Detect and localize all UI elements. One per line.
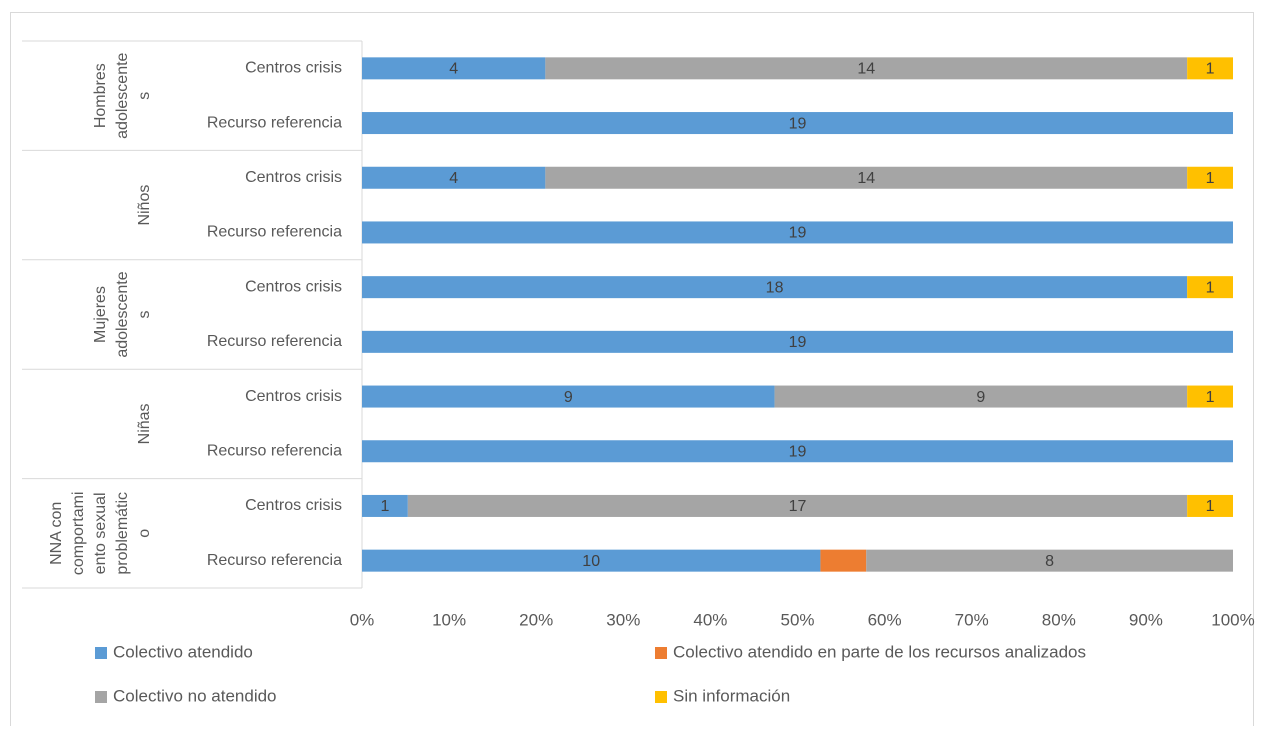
data-label: 19: [789, 443, 807, 460]
data-label: 9: [564, 389, 573, 406]
y-tick-label: Recurso referencia: [207, 224, 342, 241]
legend-label: Sin información: [673, 686, 790, 705]
bar-segment: [407, 494, 1188, 517]
data-label: 19: [789, 115, 807, 132]
data-label: 1: [1206, 498, 1215, 515]
x-tick-label: 80%: [1042, 610, 1076, 629]
y-tick-label: Centros crisis: [245, 497, 342, 514]
x-tick-label: 10%: [432, 610, 466, 629]
legend-swatch: [95, 691, 107, 703]
data-label: 17: [789, 498, 807, 515]
group-label: s: [136, 92, 153, 100]
data-label: 4: [449, 170, 458, 187]
x-tick-label: 20%: [519, 610, 553, 629]
x-tick-label: 30%: [606, 610, 640, 629]
bar-segment: [545, 166, 1188, 189]
data-label: 18: [766, 279, 784, 296]
data-label: 1: [1206, 389, 1215, 406]
legend-swatch: [95, 647, 107, 659]
data-label: 1: [1206, 170, 1215, 187]
bar-segment: [1187, 385, 1233, 408]
data-label: 10: [582, 553, 600, 570]
bar-segment: [362, 57, 546, 80]
data-label: 14: [857, 61, 875, 78]
bar-segment: [362, 276, 1188, 299]
bar-segment: [362, 549, 821, 572]
data-label: 14: [857, 170, 875, 187]
x-tick-label: 100%: [1211, 610, 1254, 629]
y-tick-label: Centros crisis: [245, 169, 342, 186]
data-label: 1: [1206, 279, 1215, 296]
legend-swatch: [655, 647, 667, 659]
group-label: Mujeres: [92, 286, 109, 343]
data-label: 1: [1206, 61, 1215, 78]
group-label: comportami: [70, 492, 87, 576]
group-label: NNA con: [48, 502, 65, 565]
x-tick-label: 60%: [868, 610, 902, 629]
group-label: ento sexual: [92, 492, 109, 574]
y-tick-label: Recurso referencia: [207, 333, 342, 350]
bar-segment: [774, 385, 1188, 408]
bar-segment: [866, 549, 1233, 572]
group-label: Hombres: [92, 63, 109, 128]
bar-segment: [362, 166, 546, 189]
group-label: adolescente: [114, 271, 131, 357]
bar-segment: [545, 57, 1188, 80]
legend-label: Colectivo atendido: [113, 642, 253, 661]
legend-swatch: [655, 691, 667, 703]
x-tick-label: 70%: [955, 610, 989, 629]
bar-segment: [362, 440, 1233, 463]
bar-segment: [1187, 276, 1233, 299]
bar-segment: [362, 330, 1233, 353]
y-tick-label: Centros crisis: [245, 60, 342, 77]
legend-label: Colectivo no atendido: [113, 686, 277, 705]
x-tick-label: 90%: [1129, 610, 1163, 629]
x-tick-label: 0%: [350, 610, 375, 629]
y-tick-label: Centros crisis: [245, 278, 342, 295]
y-tick-label: Recurso referencia: [207, 552, 342, 569]
bar-segment: [362, 385, 775, 408]
y-tick-label: Centros crisis: [245, 388, 342, 405]
group-label: s: [136, 311, 153, 319]
group-label: Niños: [136, 185, 153, 226]
data-label: 19: [789, 334, 807, 351]
y-tick-label: Recurso referencia: [207, 442, 342, 459]
bar-segment: [1187, 494, 1233, 517]
bar-segment: [362, 494, 408, 517]
bar-segment: [1187, 57, 1233, 80]
data-label: 1: [380, 498, 389, 515]
x-tick-label: 40%: [693, 610, 727, 629]
legend-label: Colectivo atendido en parte de los recur…: [673, 642, 1086, 661]
bar-segment: [820, 549, 867, 572]
group-label: Niñas: [136, 403, 153, 444]
x-tick-label: 50%: [780, 610, 814, 629]
bar-segment: [362, 112, 1233, 135]
group-label: adolescente: [114, 52, 131, 138]
group-label: problemátic: [114, 492, 131, 575]
bar-segment: [1187, 166, 1233, 189]
data-label: 9: [976, 389, 985, 406]
bar-segment: [362, 221, 1233, 244]
data-label: 4: [449, 61, 458, 78]
group-label: o: [136, 529, 153, 538]
data-label: 8: [1045, 553, 1054, 570]
y-tick-label: Recurso referencia: [207, 114, 342, 131]
data-label: 19: [789, 225, 807, 242]
